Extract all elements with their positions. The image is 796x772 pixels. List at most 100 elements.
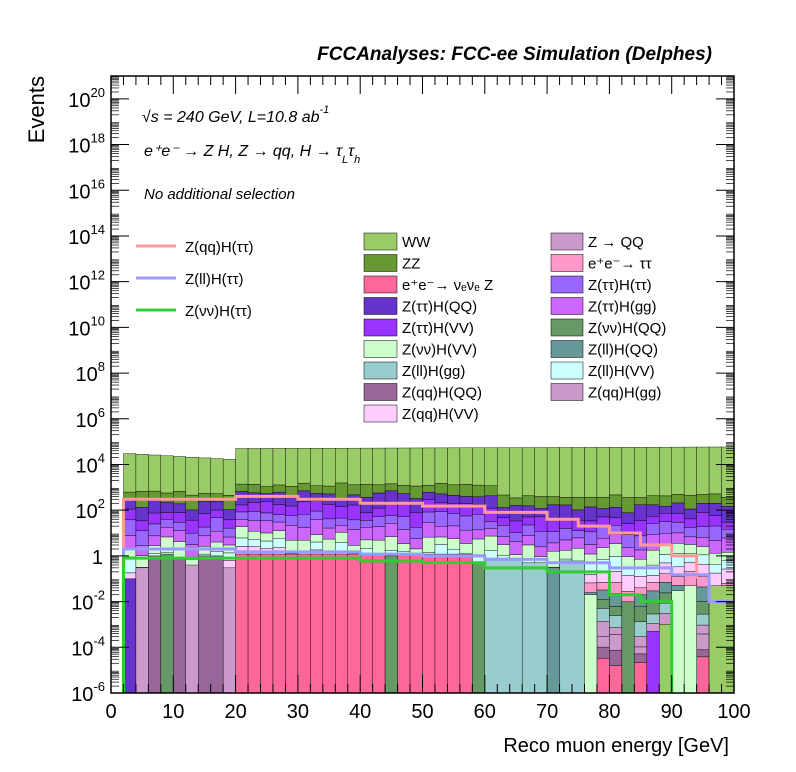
stack-bar (708, 446, 722, 495)
stack-bar (497, 525, 510, 537)
stack-bar (384, 536, 398, 551)
stack-bar (322, 448, 336, 487)
stack-bar (646, 516, 660, 524)
stack-bar (272, 553, 286, 694)
stack-bar (708, 493, 722, 504)
stack-bar (272, 521, 286, 531)
stack-bar (372, 516, 386, 527)
legend-label: ZZ (402, 256, 420, 273)
stack-bar (135, 520, 149, 532)
stack-bar (621, 547, 635, 557)
stack-bar (372, 539, 386, 554)
stack-bar (247, 511, 261, 522)
stack-bar (634, 662, 647, 694)
stack-bar (609, 627, 623, 635)
stack-bar (584, 531, 598, 545)
sqrt-s: s (151, 109, 159, 126)
stack-bar (335, 447, 348, 484)
stack-bar (609, 507, 623, 518)
stack-bar (447, 484, 461, 496)
legend-label: Z → QQ (588, 234, 644, 251)
stack-bar (609, 534, 623, 544)
legend-swatch (363, 318, 398, 337)
stack-bar (335, 506, 348, 519)
stack-bar (347, 529, 361, 546)
stack-bar (372, 526, 386, 541)
stack-bar (148, 555, 162, 694)
stack-bar (397, 543, 411, 552)
legend-swatch (550, 297, 584, 315)
stack-bar (721, 568, 735, 584)
stack-bar (123, 519, 137, 536)
stack-bar (347, 519, 361, 530)
stack-bar (683, 544, 697, 554)
stack-bar (409, 447, 423, 487)
stack-bar (173, 522, 186, 531)
stack-bar (683, 508, 697, 520)
y-tick-label: 104 (76, 450, 105, 477)
header-title: FCCAnalyses: FCC-ee Simulation (Delphes) (317, 44, 712, 65)
y-tick-label: 1020 (68, 85, 105, 112)
stack-bar (272, 484, 286, 493)
stack-bar (148, 454, 162, 492)
stack-bar (571, 530, 585, 539)
signal-line (121, 547, 734, 693)
stack-bar (160, 501, 174, 513)
stack-bar (447, 495, 461, 504)
stack-bar (721, 521, 735, 530)
legend-swatch (550, 361, 584, 380)
stack-bar (521, 447, 535, 496)
stack-bar (160, 527, 174, 538)
stack-bar (210, 501, 224, 511)
stack-bar (659, 446, 672, 497)
legend-swatch (363, 254, 398, 272)
legend-label: Z(νν)H(VV) (402, 342, 477, 359)
stack-bar (521, 524, 535, 536)
stack-bar (596, 582, 610, 591)
stack-bar (646, 523, 660, 535)
x-tick-label: 50 (411, 701, 433, 723)
stack-bar (696, 649, 710, 658)
stack-bar (434, 447, 448, 484)
x-tick-label: 10 (162, 701, 184, 723)
legend-swatch (363, 404, 398, 423)
stack-bar (360, 484, 373, 498)
stack-bar (384, 555, 398, 694)
stack-bar (484, 535, 498, 551)
stack-bar (447, 553, 461, 694)
stack-bar (659, 506, 672, 514)
stack-bar (372, 447, 386, 486)
stack-bar (360, 512, 373, 521)
stack-bar (459, 529, 473, 544)
stack-bar (559, 447, 573, 498)
stack-bar (235, 537, 249, 547)
stack-bar (659, 521, 672, 534)
stack-bar (185, 494, 199, 511)
stack-bar (696, 503, 710, 513)
stack-bar (708, 515, 722, 527)
stack-bar (696, 624, 710, 635)
stack-bar (222, 519, 236, 529)
legend-swatch (550, 383, 584, 401)
stack-bar (272, 448, 286, 486)
stack-bar (422, 485, 436, 493)
stack-bar (472, 562, 485, 694)
stack-bar (721, 506, 735, 523)
x-tick-label: 90 (661, 701, 683, 723)
stack-bar (322, 504, 336, 520)
stack-bar (683, 446, 697, 496)
stack-bar (472, 529, 485, 540)
stack-bar (646, 447, 660, 497)
stack-bar (260, 486, 274, 494)
stack-bar (596, 508, 610, 518)
stack-bar (434, 483, 448, 495)
stack-bar (671, 590, 685, 694)
stack-bar (335, 517, 348, 526)
stack-bar (659, 582, 672, 594)
stack-bar (683, 518, 697, 528)
x-tick-label: 60 (474, 701, 496, 723)
stack-bar (260, 532, 274, 542)
stack-bar (708, 503, 722, 516)
stack-bar (621, 512, 635, 524)
stack-bar (696, 526, 710, 538)
